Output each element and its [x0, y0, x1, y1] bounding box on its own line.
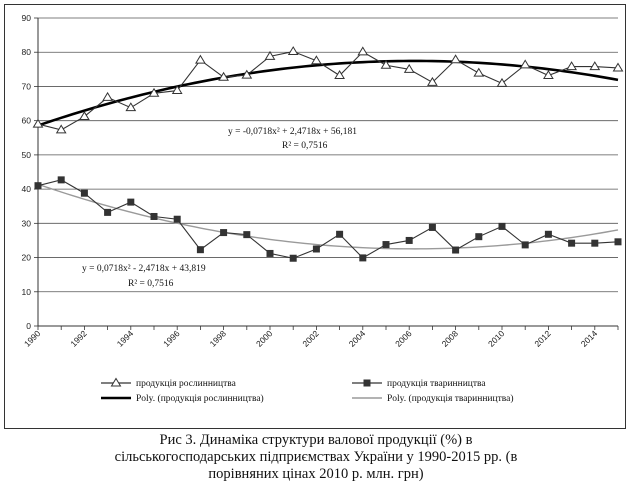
x-tick-label: 2014	[579, 328, 600, 349]
legend-label-crop: продукція рослинництва	[136, 379, 237, 389]
data-point-crop	[380, 59, 392, 69]
data-point-livestock	[405, 236, 413, 244]
data-point-crop	[334, 70, 345, 79]
data-point-crop	[427, 76, 438, 86]
x-tick-label: 1996	[161, 328, 182, 349]
data-point-crop	[473, 67, 485, 77]
data-point-livestock	[498, 222, 506, 230]
data-point-crop	[450, 54, 461, 64]
data-point-crop	[403, 63, 415, 73]
data-point-livestock	[359, 254, 367, 262]
y-tick-label: 30	[22, 218, 32, 228]
legend-label-crop-trend: Poly. (продукція рослинництва)	[136, 393, 264, 404]
legend-marker-square	[363, 379, 371, 387]
x-tick-label: 2004	[347, 328, 368, 349]
chart-frame	[4, 4, 626, 429]
trendline-r2-crop: R² = 0,7516	[282, 141, 328, 151]
data-point-livestock	[591, 239, 599, 247]
data-point-crop	[519, 59, 531, 69]
x-tick-label: 2010	[486, 328, 507, 349]
y-tick-label: 20	[22, 253, 32, 263]
data-point-livestock	[57, 176, 65, 184]
x-tick-label: 2012	[532, 328, 553, 349]
y-tick-label: 0	[26, 321, 31, 331]
figure-caption: Рис 3. Динаміка структури валової продук…	[0, 432, 632, 483]
data-point-crop	[566, 61, 577, 71]
x-tick-label: 2000	[254, 328, 275, 349]
data-point-crop	[171, 85, 183, 95]
data-point-livestock	[452, 246, 460, 254]
legend-label-livestock: продукція тваринництва	[387, 379, 486, 389]
caption-line-2: сільськогосподарських підприємствах Укра…	[114, 449, 518, 465]
data-point-crop	[287, 46, 299, 56]
data-point-crop	[589, 61, 601, 71]
data-point-livestock	[34, 182, 42, 190]
data-point-livestock	[104, 208, 112, 216]
y-tick-label: 40	[22, 184, 32, 194]
x-tick-label: 1990	[22, 328, 43, 349]
data-point-livestock	[475, 233, 483, 241]
data-point-livestock	[614, 238, 622, 246]
data-point-crop	[32, 118, 44, 128]
data-series	[32, 46, 624, 262]
x-tick-label: 2006	[393, 328, 414, 349]
y-tick-label: 80	[22, 47, 32, 57]
data-point-livestock	[428, 223, 436, 231]
x-tick-label: 2002	[300, 328, 321, 349]
data-point-livestock	[150, 212, 158, 220]
data-point-crop	[55, 124, 67, 134]
data-point-crop	[148, 87, 160, 97]
data-point-livestock	[544, 230, 552, 238]
trendline-r2-livestock: R² = 0,7516	[128, 279, 174, 289]
trendline-equation-crop: y = -0,0718x² + 2,4718x + 56,181	[228, 127, 357, 137]
data-point-crop	[125, 102, 137, 112]
x-tick-label: 2008	[440, 328, 461, 349]
legend-marker-triangle	[110, 377, 122, 387]
y-tick-label: 50	[22, 150, 32, 160]
data-point-crop	[612, 62, 624, 72]
trendline-livestock	[37, 183, 619, 250]
data-point-crop	[357, 46, 369, 56]
data-point-crop	[311, 55, 322, 65]
data-point-livestock	[196, 246, 204, 254]
legend-label-livestock-trend: Poly. (продукція тваринництва)	[387, 393, 514, 404]
y-tick-label: 90	[22, 13, 32, 23]
data-point-livestock	[336, 230, 344, 238]
data-point-livestock	[80, 189, 88, 197]
data-point-crop	[264, 50, 276, 60]
data-point-livestock	[568, 239, 576, 247]
data-point-crop	[496, 77, 508, 87]
data-point-livestock	[312, 245, 320, 253]
data-point-crop	[218, 71, 229, 81]
data-point-crop	[543, 70, 554, 79]
legend: продукція рослинництва продукція тваринн…	[101, 377, 514, 404]
data-point-crop	[79, 111, 90, 121]
caption-line-1: Рис 3. Динаміка структури валової продук…	[159, 432, 473, 448]
trendline-crop	[37, 59, 619, 127]
data-point-crop	[241, 69, 253, 79]
data-point-crop	[195, 54, 206, 64]
caption-line-3: порівняних цінах 2010 р. млн. грн)	[208, 466, 424, 482]
series-line-livestock	[37, 179, 619, 259]
data-point-livestock	[220, 229, 228, 237]
data-point-livestock	[243, 231, 251, 239]
data-point-livestock	[289, 254, 297, 262]
data-point-crop	[102, 91, 113, 101]
data-point-livestock	[382, 241, 390, 249]
chart: 0 10 20 30 40 50 60 70 80 90 1990 1992 1994 1996 1998 2…	[22, 13, 624, 404]
x-tick-label: 1994	[115, 328, 136, 349]
x-tick-label: 1998	[208, 328, 229, 349]
y-tick-label: 60	[22, 116, 32, 126]
trendline-equation-livestock: y = 0,0718x² - 2,4718x + 43,819	[82, 264, 206, 274]
x-tick-label: 1992	[68, 328, 89, 349]
data-point-livestock	[173, 215, 181, 223]
data-point-livestock	[127, 198, 135, 206]
y-tick-label: 70	[22, 81, 32, 91]
gridlines	[38, 17, 618, 293]
data-point-livestock	[266, 249, 274, 257]
data-point-livestock	[521, 241, 529, 249]
y-tick-label: 10	[22, 287, 32, 297]
